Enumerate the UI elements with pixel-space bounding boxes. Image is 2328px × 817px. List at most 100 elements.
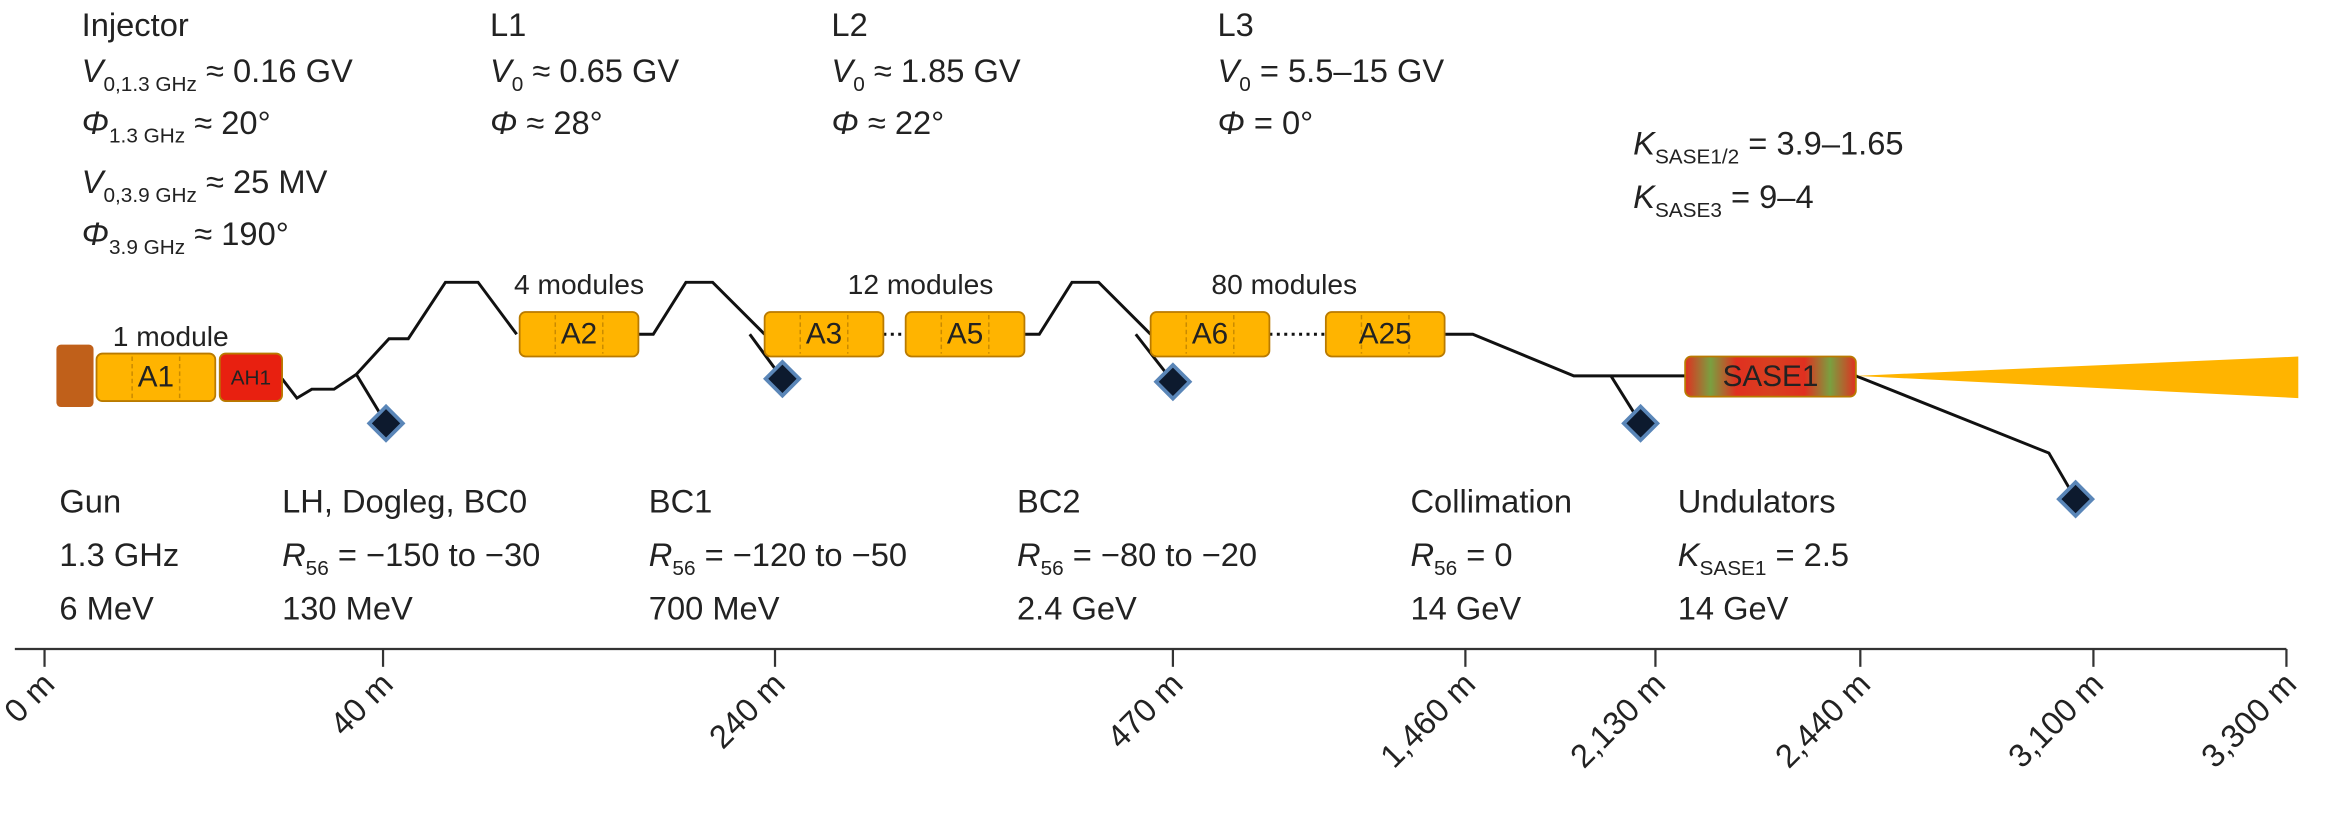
- module-count: 12 modules: [848, 268, 994, 300]
- subscript: 1.3 GHz: [109, 125, 185, 148]
- subscript: SASE1/2: [1655, 146, 1739, 169]
- gun: [56, 345, 93, 407]
- text-line: 700 MeV: [649, 589, 780, 626]
- text-line: BC1: [649, 482, 713, 519]
- text: ≈ 0.65 GV: [523, 52, 679, 89]
- text-line: KSASE3 = 9–4: [1633, 178, 1813, 222]
- axis-label: 0 m: [0, 665, 61, 730]
- text: ≈ 0.16 GV: [197, 52, 353, 89]
- subscript: 0: [1239, 73, 1251, 96]
- text-line: V0,3.9 GHz ≈ 25 MV: [82, 163, 328, 207]
- text-line: 14 GeV: [1410, 589, 1521, 626]
- diagram: A1 AH1 A2 A3 A5 A6 A25 SASE1 Injector V0,1.3 GHz…: [0, 0, 2328, 817]
- symbol: K: [1633, 178, 1656, 215]
- text-line: KSASE1 = 2.5: [1678, 536, 1849, 580]
- text-line: 2.4 GeV: [1017, 589, 1137, 626]
- text: = 0°: [1245, 104, 1313, 141]
- text-line: R56 = 0: [1410, 536, 1512, 580]
- text-line: 130 MeV: [282, 589, 413, 626]
- text: 6 MeV: [59, 589, 154, 626]
- text: 1.3 GHz: [59, 536, 179, 573]
- text: BC2: [1017, 482, 1081, 519]
- text: = 3.9–1.65: [1739, 125, 1903, 162]
- text: 700 MeV: [649, 589, 780, 626]
- symbol: Φ: [831, 104, 858, 141]
- axis-label: 3,300 m: [2194, 665, 2304, 775]
- text-line: Φ ≈ 22°: [831, 104, 944, 141]
- text: Collimation: [1410, 482, 1572, 519]
- text: ≈ 22°: [859, 104, 944, 141]
- symbol: R: [282, 536, 306, 573]
- text-line: BC2: [1017, 482, 1081, 519]
- component-label: A3: [806, 318, 842, 351]
- text-line: KSASE1/2 = 3.9–1.65: [1633, 125, 1903, 169]
- text: Gun: [59, 482, 121, 519]
- axis-label: 2,440 m: [1768, 665, 1878, 775]
- text-line: Φ ≈ 28°: [490, 104, 603, 141]
- subscript: 56: [306, 557, 329, 580]
- text-line: V0 = 5.5–15 GV: [1217, 52, 1444, 96]
- symbol: Φ: [1217, 104, 1244, 141]
- text-line: R56 = −80 to −20: [1017, 536, 1257, 580]
- component-label: A6: [1192, 318, 1228, 351]
- component-label: SASE1: [1723, 360, 1819, 393]
- axis-label: 470 m: [1099, 665, 1189, 755]
- text: = 5.5–15 GV: [1251, 52, 1445, 89]
- subscript: 0,3.9 GHz: [103, 184, 197, 207]
- axis-label: 40 m: [322, 665, 400, 743]
- symbol: Φ: [82, 104, 109, 141]
- text: LH, Dogleg, BC0: [282, 482, 527, 519]
- axis-label: 1,460 m: [1373, 665, 1483, 775]
- text: ≈ 190°: [185, 215, 289, 252]
- subscript: 0,1.3 GHz: [103, 73, 197, 96]
- text: = −150 to −30: [329, 536, 541, 573]
- text: ≈ 28°: [517, 104, 602, 141]
- text: = 2.5: [1766, 536, 1849, 573]
- text-line: Undulators: [1678, 482, 1836, 519]
- component-label: A5: [947, 318, 983, 351]
- symbol: R: [649, 536, 673, 573]
- subscript: 56: [672, 557, 695, 580]
- module-count: 80 modules: [1211, 268, 1357, 300]
- text-line: V0,1.3 GHz ≈ 0.16 GV: [82, 52, 353, 96]
- text: ≈ 25 MV: [197, 163, 328, 200]
- module-count: 1 module: [113, 320, 229, 352]
- text: = −120 to −50: [696, 536, 908, 573]
- symbol: R: [1410, 536, 1434, 573]
- text: ≈ 20°: [185, 104, 270, 141]
- text-line: 1.3 GHz: [59, 536, 179, 573]
- text-line: Φ = 0°: [1217, 104, 1313, 141]
- text: 14 GeV: [1678, 589, 1789, 626]
- text: 14 GeV: [1410, 589, 1521, 626]
- text-line: V0 ≈ 1.85 GV: [831, 52, 1020, 96]
- component-label: A1: [138, 361, 174, 394]
- subscript: 3.9 GHz: [109, 236, 185, 259]
- text: BC1: [649, 482, 713, 519]
- section-title: L3: [1217, 6, 1253, 43]
- text: = −80 to −20: [1064, 536, 1257, 573]
- module-count: 4 modules: [514, 268, 644, 300]
- section-title: L1: [490, 6, 526, 43]
- axis-label: 240 m: [701, 665, 791, 755]
- symbol: Φ: [82, 215, 109, 252]
- text-line: Collimation: [1410, 482, 1572, 519]
- section-title: Injector: [82, 6, 189, 43]
- section-title: L2: [831, 6, 867, 43]
- component-label: A2: [561, 318, 597, 351]
- text-line: R56 = −120 to −50: [649, 536, 907, 580]
- text-line: Φ1.3 GHz ≈ 20°: [82, 104, 271, 148]
- text-line: R56 = −150 to −30: [282, 536, 540, 580]
- component-label: A25: [1359, 318, 1412, 351]
- text: = 9–4: [1722, 178, 1814, 215]
- text: 130 MeV: [282, 589, 413, 626]
- subscript: SASE3: [1655, 199, 1722, 222]
- text-line: Φ3.9 GHz ≈ 190°: [82, 215, 289, 259]
- text-line: 14 GeV: [1678, 589, 1789, 626]
- text: 2.4 GeV: [1017, 589, 1137, 626]
- symbol: K: [1633, 125, 1656, 162]
- component-label: AH1: [231, 366, 271, 389]
- text: Undulators: [1678, 482, 1836, 519]
- subscript: 0: [853, 73, 865, 96]
- text-line: 6 MeV: [59, 589, 154, 626]
- text: = 0: [1457, 536, 1512, 573]
